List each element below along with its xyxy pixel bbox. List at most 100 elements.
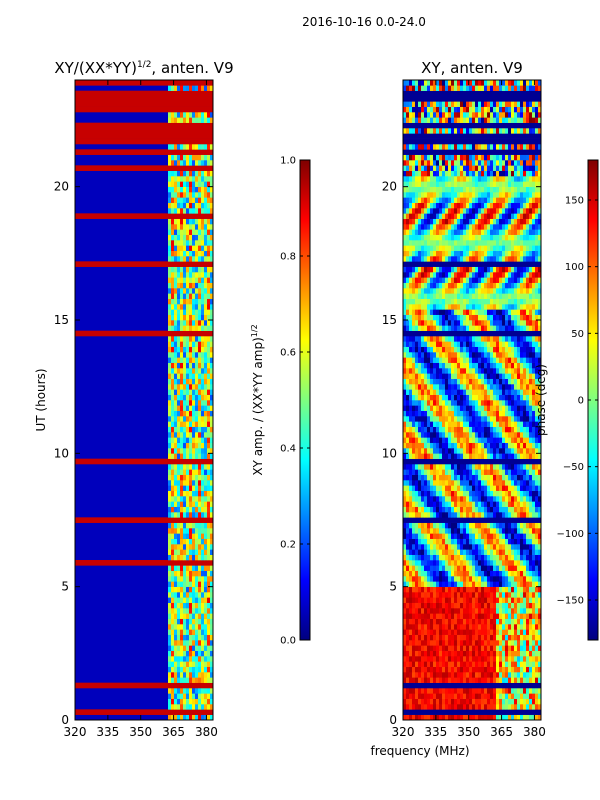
left-heatmap-cell [198, 586, 202, 593]
left-heatmap-cell [201, 245, 205, 251]
right-heatmap-cell [532, 693, 536, 699]
right-heatmap-cell [499, 522, 503, 529]
right-heatmap-cell [535, 490, 539, 497]
right-heatmap-cell [520, 624, 524, 630]
right-heatmap-cell [421, 341, 425, 347]
right-heatmap-cell [493, 522, 497, 529]
right-heatmap-cell [472, 506, 476, 513]
right-heatmap-cell [529, 512, 533, 518]
left-heatmap-cell [210, 704, 213, 710]
right-heatmap-cell [511, 442, 515, 449]
right-heatmap-cell [496, 634, 500, 641]
right-heatmap-cell [424, 357, 428, 363]
right-heatmap-cell [418, 602, 422, 609]
right-heatmap-cell [493, 544, 497, 550]
right-heatmap-cell [433, 442, 437, 449]
right-heatmap-cell [535, 693, 539, 699]
right-heatmap-cell [418, 309, 422, 315]
right-heatmap-cell [418, 437, 422, 443]
right-heatmap-cell [505, 570, 509, 577]
right-heatmap-cell [466, 485, 470, 491]
right-heatmap-cell [403, 704, 407, 710]
right-heatmap-cell [523, 469, 527, 475]
right-heatmap-cell [499, 512, 503, 518]
right-heatmap-cell [523, 554, 527, 561]
right-heatmap-cell [433, 570, 437, 577]
left-heatmap-cell [177, 650, 181, 657]
left-heatmap-cell [201, 378, 205, 385]
left-heatmap-cell [168, 629, 172, 635]
right-heatmap-cell [484, 645, 488, 651]
right-heatmap-cell [532, 405, 536, 411]
left-heatmap-cell [207, 714, 211, 720]
right-heatmap-cell [415, 405, 419, 411]
right-heatmap-cell [478, 469, 482, 475]
right-heatmap-cell [514, 560, 518, 566]
right-heatmap-cell [520, 677, 524, 683]
right-heatmap-cell [427, 698, 431, 705]
right-heatmap-cell [505, 298, 509, 305]
right-heatmap-cell [409, 629, 413, 635]
right-heatmap-cell [502, 560, 506, 566]
right-heatmap-cell [466, 400, 470, 406]
right-heatmap-cell [520, 661, 524, 667]
left-heatmap-cell [207, 208, 211, 214]
right-heatmap-cell [505, 373, 509, 379]
left-heatmap-cell [198, 576, 202, 582]
right-heatmap-cell [403, 357, 407, 363]
right-heatmap-cell [478, 341, 482, 347]
left-heatmap-cell [204, 490, 208, 497]
right-heatmap-cell [448, 373, 452, 379]
left-heatmap-cell [204, 282, 208, 289]
right-heatmap-cell [415, 341, 419, 347]
right-heatmap-cell [406, 426, 410, 433]
right-heatmap-cell [442, 378, 446, 385]
right-heatmap-cell [475, 362, 479, 369]
right-heatmap-cell [442, 544, 446, 550]
left-heatmap-cell [192, 714, 196, 720]
right-heatmap-cell [448, 384, 452, 390]
left-heatmap-cell [168, 352, 172, 358]
left-heatmap-cell [201, 277, 205, 283]
right-heatmap-cell [523, 586, 527, 593]
left-heatmap-cell [177, 586, 181, 593]
right-heatmap-cell [526, 666, 530, 673]
right-heatmap-cell [445, 538, 449, 545]
right-heatmap-cell [436, 384, 440, 390]
right-heatmap-cell [484, 384, 488, 390]
right-heatmap-cell [430, 565, 434, 571]
right-heatmap-cell [460, 672, 464, 678]
left-heatmap-cell [210, 442, 213, 449]
right-heatmap-cell [523, 368, 527, 374]
right-heatmap-cell [448, 410, 452, 417]
left-heatmap-cell [192, 453, 196, 459]
left-heatmap-cell [186, 224, 190, 230]
left-heatmap-cell [177, 698, 181, 705]
right-heatmap-cell [430, 704, 434, 710]
right-heatmap-cell [451, 608, 455, 614]
left-heatmap-cell [201, 469, 205, 475]
left-heatmap-cell [210, 85, 213, 91]
right-heatmap-cell [499, 453, 503, 459]
left-heatmap-cell [174, 597, 178, 603]
right-heatmap-cell [475, 672, 479, 678]
right-heatmap-cell [445, 549, 449, 555]
left-heatmap-cell [198, 666, 202, 673]
right-heatmap-cell [517, 565, 521, 571]
left-heatmap-cell [192, 181, 196, 187]
right-heatmap-cell [523, 672, 527, 678]
left-heatmap-cell [183, 464, 187, 470]
right-heatmap-cell [538, 496, 541, 502]
right-heatmap-cell [511, 666, 515, 673]
left-heatmap-cell [201, 320, 205, 326]
left-heatmap-cell [186, 485, 190, 491]
left-heatmap-cell [195, 288, 199, 294]
right-heatmap-cell [508, 309, 512, 315]
right-heatmap-cell [409, 341, 413, 347]
left-heatmap-cell [177, 640, 181, 646]
left-heatmap-flag-row [75, 261, 213, 267]
right-heatmap-cell [412, 485, 416, 491]
right-heatmap-cell [481, 693, 485, 699]
right-heatmap-cell [454, 501, 458, 507]
right-heatmap-cell [508, 634, 512, 641]
